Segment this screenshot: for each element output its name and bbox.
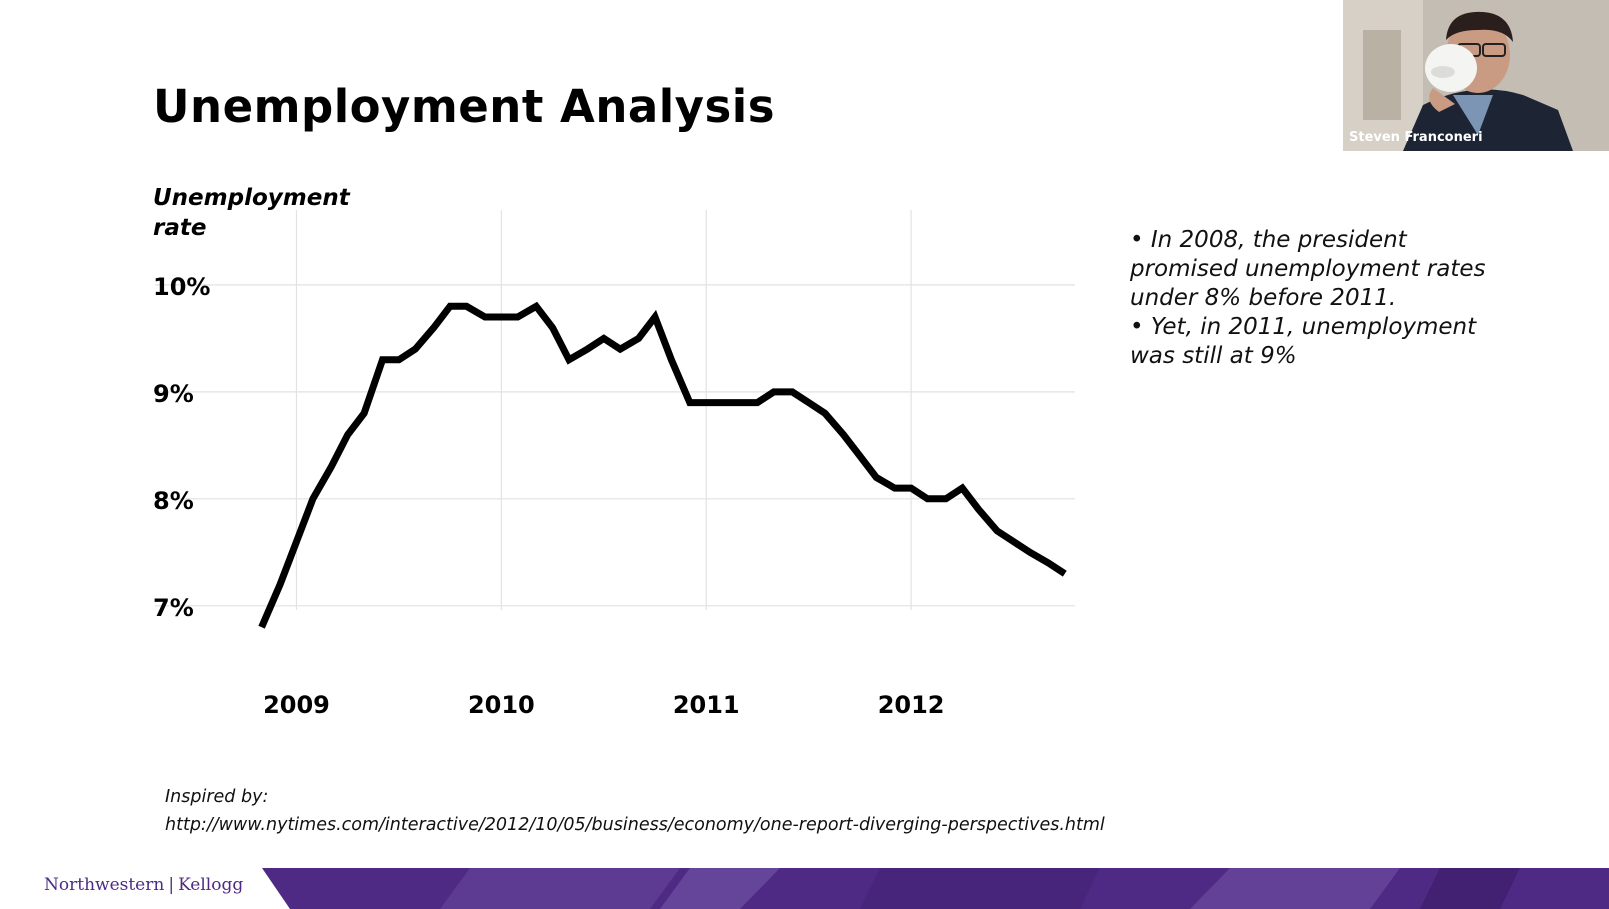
footer-band — [262, 868, 1609, 909]
y-tick-label: 7% — [153, 594, 194, 622]
participant-name: Steven Franconeri — [1349, 130, 1483, 145]
chart-tick-labels: 7% 8% 9% 10% 2009 2010 2011 2012 — [153, 273, 944, 719]
y-tick-label: 9% — [153, 380, 194, 408]
participant-video-frame — [1343, 0, 1609, 151]
note-line: under 8% before 2011. — [1130, 285, 1397, 311]
chart-series — [258, 301, 1067, 629]
y-tick-label: 10% — [153, 273, 210, 301]
note-line: • In 2008, the president — [1130, 227, 1407, 253]
slide-title: Unemployment Analysis — [153, 80, 775, 133]
note-line: • Yet, in 2011, unemployment — [1130, 314, 1477, 340]
series-line-unemployment — [258, 301, 1067, 629]
note-line: was still at 9% — [1130, 343, 1297, 369]
source-url[interactable]: http://www.nytimes.com/interactive/2012/… — [165, 815, 1105, 835]
y-axis-title: Unemployment rate — [153, 185, 350, 241]
logo-northwestern: Northwestern — [44, 875, 165, 895]
source-citation: Inspired by: http://www.nytimes.com/inte… — [165, 783, 1105, 839]
y-tick-label: 8% — [153, 487, 194, 515]
participant-video-tile[interactable]: Steven Franconeri — [1343, 0, 1609, 151]
logo-kellogg: Kellogg — [178, 875, 244, 895]
note-line: promised unemployment rates — [1130, 256, 1486, 282]
x-tick-label: 2010 — [468, 691, 535, 719]
x-tick-label: 2009 — [263, 691, 330, 719]
x-tick-label: 2012 — [878, 691, 945, 719]
slide-notes: • In 2008, the president promised unempl… — [1130, 226, 1550, 371]
northwestern-kellogg-logo: Northwestern | Kellogg — [44, 875, 243, 895]
x-tick-label: 2011 — [673, 691, 740, 719]
logo-separator: | — [168, 875, 175, 895]
source-label: Inspired by: — [165, 787, 269, 807]
